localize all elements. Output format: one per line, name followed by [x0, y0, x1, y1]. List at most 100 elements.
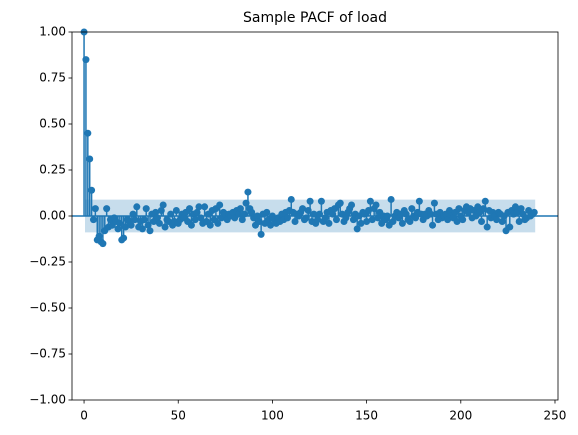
marker	[459, 216, 467, 224]
marker	[427, 210, 435, 218]
marker	[310, 210, 318, 218]
x-tick-label: 250	[544, 409, 567, 423]
marker	[336, 199, 344, 207]
marker	[142, 205, 150, 213]
marker	[374, 214, 382, 222]
marker	[317, 197, 325, 205]
marker	[86, 155, 94, 163]
marker	[368, 216, 376, 224]
marker	[506, 223, 514, 231]
marker	[302, 214, 310, 222]
marker	[445, 206, 453, 214]
marker	[201, 203, 209, 211]
marker	[453, 218, 461, 226]
y-tick-label: 1.00	[39, 25, 66, 39]
marker	[159, 201, 167, 209]
marker	[129, 210, 137, 218]
y-tick-label: −0.25	[29, 255, 66, 269]
marker	[429, 221, 437, 229]
x-tick-label: 0	[80, 409, 88, 423]
marker	[283, 214, 291, 222]
marker	[146, 227, 154, 235]
marker	[511, 203, 519, 211]
marker	[314, 216, 322, 224]
x-tick-label: 100	[261, 409, 284, 423]
marker	[214, 219, 222, 227]
y-tick-label: −0.50	[29, 301, 66, 315]
marker	[402, 210, 410, 218]
marker	[257, 230, 265, 238]
marker	[103, 205, 111, 213]
marker	[84, 129, 92, 137]
marker	[291, 218, 299, 226]
marker	[161, 223, 169, 231]
marker	[244, 188, 252, 196]
marker	[498, 218, 506, 226]
marker	[89, 216, 97, 224]
marker	[206, 221, 214, 229]
x-tick-label: 150	[355, 409, 378, 423]
marker	[306, 197, 314, 205]
marker	[517, 205, 525, 213]
marker	[357, 219, 365, 227]
marker	[120, 234, 128, 242]
x-tick-label: 200	[449, 409, 472, 423]
marker	[372, 201, 380, 209]
marker	[216, 201, 224, 209]
marker	[387, 195, 395, 203]
marker	[389, 218, 397, 226]
marker	[342, 214, 350, 222]
marker	[474, 203, 482, 211]
marker	[131, 216, 139, 224]
marker	[349, 216, 357, 224]
marker	[415, 197, 423, 205]
marker	[267, 221, 275, 229]
marker	[121, 223, 129, 231]
marker	[530, 208, 538, 216]
marker	[299, 205, 307, 213]
marker	[138, 225, 146, 233]
marker	[99, 240, 107, 248]
marker	[348, 201, 356, 209]
marker	[398, 219, 406, 227]
x-tick-label: 50	[171, 409, 186, 423]
marker	[263, 208, 271, 216]
marker	[236, 205, 244, 213]
marker	[483, 223, 491, 231]
marker	[478, 218, 486, 226]
marker	[366, 197, 374, 205]
marker	[406, 218, 414, 226]
marker	[353, 225, 361, 233]
marker	[127, 221, 135, 229]
marker	[186, 205, 194, 213]
marker	[191, 216, 199, 224]
marker	[82, 56, 90, 64]
marker	[152, 208, 160, 216]
y-tick-label: −1.00	[29, 393, 66, 407]
marker	[133, 203, 141, 211]
marker	[155, 219, 163, 227]
marker	[408, 205, 416, 213]
marker	[248, 208, 256, 216]
marker	[455, 205, 463, 213]
marker	[140, 216, 148, 224]
marker	[412, 214, 420, 222]
y-tick-label: 0.00	[39, 209, 66, 223]
marker	[167, 210, 175, 218]
y-tick-label: 0.75	[39, 71, 66, 85]
marker	[187, 221, 195, 229]
marker	[195, 203, 203, 211]
marker	[114, 225, 122, 233]
marker	[238, 216, 246, 224]
marker	[325, 219, 333, 227]
marker	[332, 216, 340, 224]
y-tick-label: 0.25	[39, 163, 66, 177]
marker	[515, 218, 523, 226]
y-tick-label: −0.75	[29, 347, 66, 361]
marker	[287, 195, 295, 203]
marker	[172, 206, 180, 214]
marker	[430, 199, 438, 207]
y-tick-label: 0.50	[39, 117, 66, 131]
marker	[493, 216, 501, 224]
